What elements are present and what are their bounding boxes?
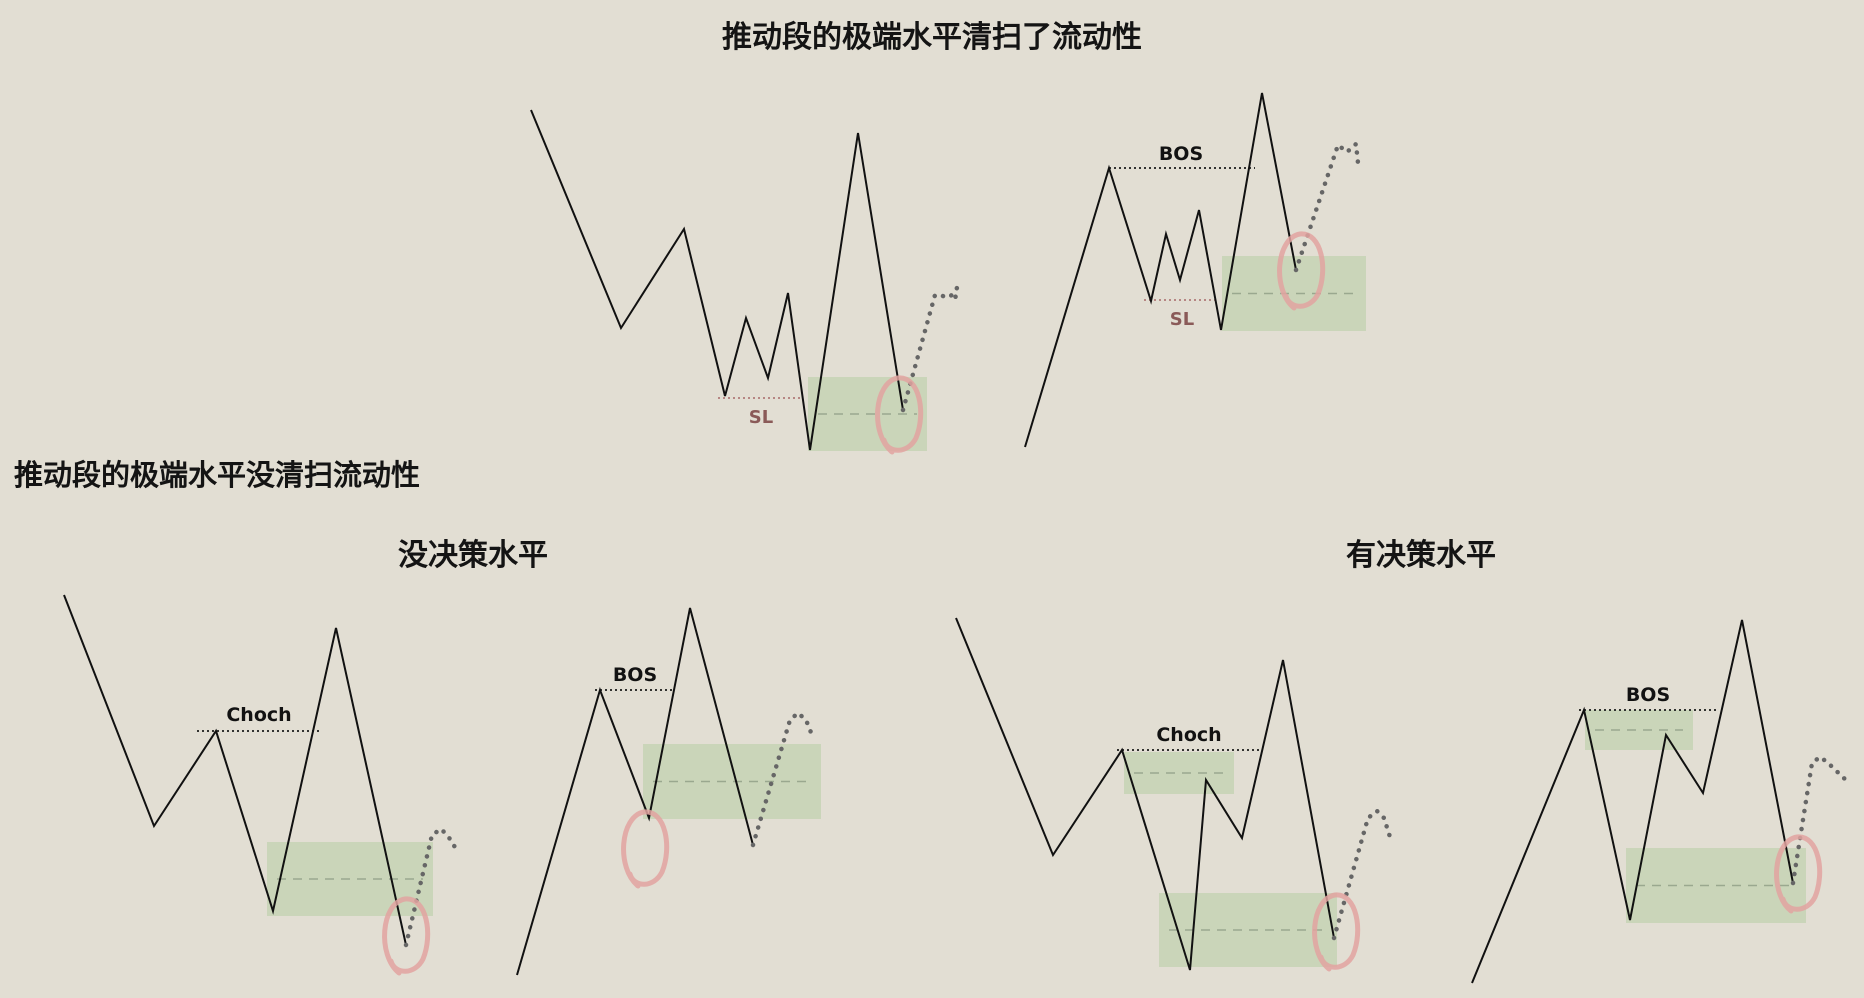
- sl-label: SL: [749, 407, 773, 428]
- circled-entry-marker: [1774, 834, 1823, 914]
- projected-move: [1331, 808, 1393, 941]
- price-path: [1471, 619, 1794, 984]
- title-liquidity-swept: 推动段的极端水平清扫了流动性: [722, 20, 1142, 55]
- projected-move: [1790, 754, 1851, 886]
- title-liquidity-not-swept: 推动段的极端水平没清扫流动性: [14, 458, 421, 492]
- price-path: [530, 109, 904, 451]
- price-path: [1024, 92, 1297, 448]
- price-path: [63, 594, 407, 946]
- bos-label: BOS: [1626, 684, 1670, 706]
- zone-box: [1222, 256, 1366, 331]
- projected-move: [900, 286, 960, 413]
- subtitle-no-decision-level: 没决策水平: [398, 538, 548, 573]
- choch-label: Choch: [1156, 724, 1221, 746]
- price-path: [955, 617, 1335, 971]
- circled-entry-marker: [382, 896, 431, 976]
- circled-entry-marker: [1312, 892, 1361, 972]
- choch-label: Choch: [226, 704, 291, 726]
- projected-move: [750, 710, 815, 848]
- projected-move: [1293, 139, 1361, 273]
- circled-entry-marker: [875, 375, 924, 455]
- circled-entry-marker: [1277, 231, 1326, 311]
- bos-label: BOS: [1159, 143, 1203, 165]
- price-path: [516, 607, 754, 976]
- subtitle-with-decision-level: 有决策水平: [1346, 538, 1496, 573]
- circled-entry-marker: [621, 809, 670, 889]
- sl-label: SL: [1170, 309, 1194, 330]
- bos-label: BOS: [613, 664, 657, 686]
